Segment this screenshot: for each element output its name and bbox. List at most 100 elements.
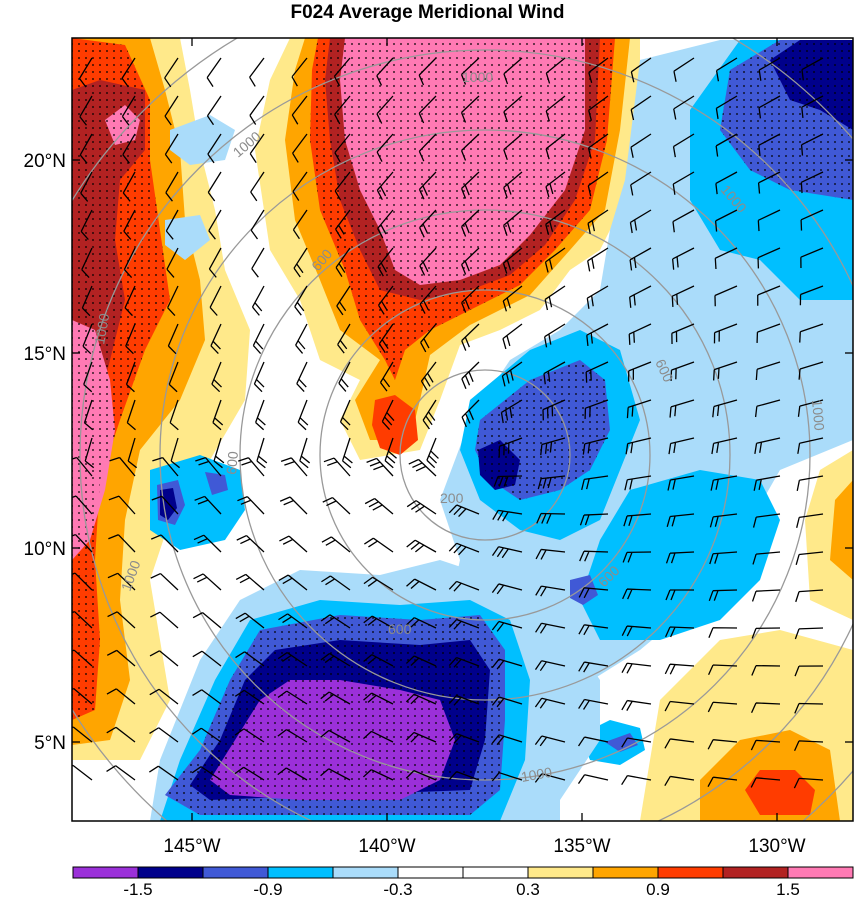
wind-barb <box>671 285 695 307</box>
wind-barb <box>794 702 824 714</box>
wind-barb <box>673 57 695 82</box>
colorbar-box <box>592 866 659 879</box>
wind-barb <box>668 437 695 455</box>
wind-barb <box>621 699 652 711</box>
wind-barb <box>108 534 136 553</box>
wind-barb <box>800 171 824 194</box>
wind-barb <box>535 548 566 560</box>
wind-barb <box>534 660 566 672</box>
wind-barb <box>334 95 351 125</box>
wind-barb <box>628 323 652 345</box>
wind-barb <box>256 437 268 469</box>
wind-barb <box>278 613 308 629</box>
colorbar-box <box>527 866 594 879</box>
wind-barb <box>491 658 523 670</box>
wind-barb <box>151 495 179 515</box>
wind-barb <box>621 625 652 637</box>
wind-barb <box>448 656 480 668</box>
wind-barb <box>708 589 738 602</box>
wind-barb <box>277 652 308 667</box>
wind-barb <box>81 285 93 317</box>
wind-barb <box>712 361 738 381</box>
wind-barb <box>84 437 95 469</box>
wind-barb <box>195 457 222 477</box>
wind-barb <box>714 247 738 270</box>
wind-barb <box>72 610 93 629</box>
wind-barb <box>714 285 738 307</box>
wind-barb <box>712 399 738 418</box>
wind-barb <box>291 57 308 87</box>
wind-barb <box>379 361 394 392</box>
wind-barb <box>208 209 222 240</box>
wind-barb <box>170 437 180 469</box>
wind-barb <box>578 698 609 710</box>
wind-barb <box>80 171 93 202</box>
wind-barb <box>323 457 351 477</box>
lon-label: 130°W <box>748 836 805 857</box>
wind-barb <box>149 650 179 667</box>
wind-barb <box>405 655 437 667</box>
wind-barb <box>793 777 824 789</box>
colorbar-box <box>137 866 204 879</box>
wind-barb <box>581 475 609 491</box>
wind-barb <box>252 323 265 354</box>
wind-barb <box>540 437 566 456</box>
wind-barb <box>362 769 394 781</box>
wind-barb <box>277 767 308 781</box>
wind-barb <box>491 546 523 559</box>
colorbar-box <box>397 866 464 879</box>
wind-barb <box>72 533 93 553</box>
wind-barb <box>206 57 222 87</box>
wind-barb <box>238 457 265 477</box>
wind-barb <box>253 361 265 393</box>
radius-label: 600 <box>223 450 241 475</box>
wind-barb <box>707 776 738 787</box>
wind-barb <box>336 285 351 316</box>
wind-barb <box>249 57 265 87</box>
wind-barb <box>579 550 609 562</box>
wind-barb <box>405 693 437 705</box>
wind-barb <box>797 399 824 417</box>
wind-barb <box>83 399 94 431</box>
wind-barb <box>498 437 523 458</box>
wind-barb <box>122 133 136 164</box>
map-frame <box>71 37 854 822</box>
wind-barb <box>321 575 351 591</box>
wind-barb <box>168 361 179 393</box>
wind-barb <box>752 513 781 528</box>
wind-barb <box>384 437 397 469</box>
wind-barb <box>192 650 222 667</box>
wind-barb <box>406 578 437 591</box>
shade-neg-e-1 <box>580 470 780 640</box>
wind-barb <box>795 551 824 566</box>
wind-barb <box>165 171 179 202</box>
wind-barb <box>534 697 566 709</box>
wind-barb <box>587 133 609 159</box>
wind-barb <box>491 734 523 746</box>
wind-barb <box>419 209 437 238</box>
wind-barb <box>299 437 311 469</box>
radius-label: 200 <box>440 490 464 506</box>
shade-pos-blob-13n <box>372 395 418 455</box>
wind-barb <box>491 583 523 595</box>
wind-barb <box>381 399 395 430</box>
colorbar-tick-label: 0.3 <box>516 880 540 899</box>
colorbar-box <box>657 866 724 879</box>
wind-barb <box>621 662 652 674</box>
wind-barb <box>799 323 824 343</box>
wind-barb <box>72 456 93 477</box>
wind-barb <box>335 247 351 277</box>
wind-barb <box>629 285 652 308</box>
wind-barb <box>794 665 824 677</box>
wind-barb <box>83 361 93 393</box>
wind-barb <box>622 588 652 600</box>
wind-barb <box>376 95 394 124</box>
wind-barb <box>210 323 222 355</box>
wind-barb <box>501 361 523 387</box>
shade-pos-east-2 <box>830 480 853 580</box>
colorbar-box <box>267 866 334 879</box>
wind-barb <box>422 399 437 430</box>
